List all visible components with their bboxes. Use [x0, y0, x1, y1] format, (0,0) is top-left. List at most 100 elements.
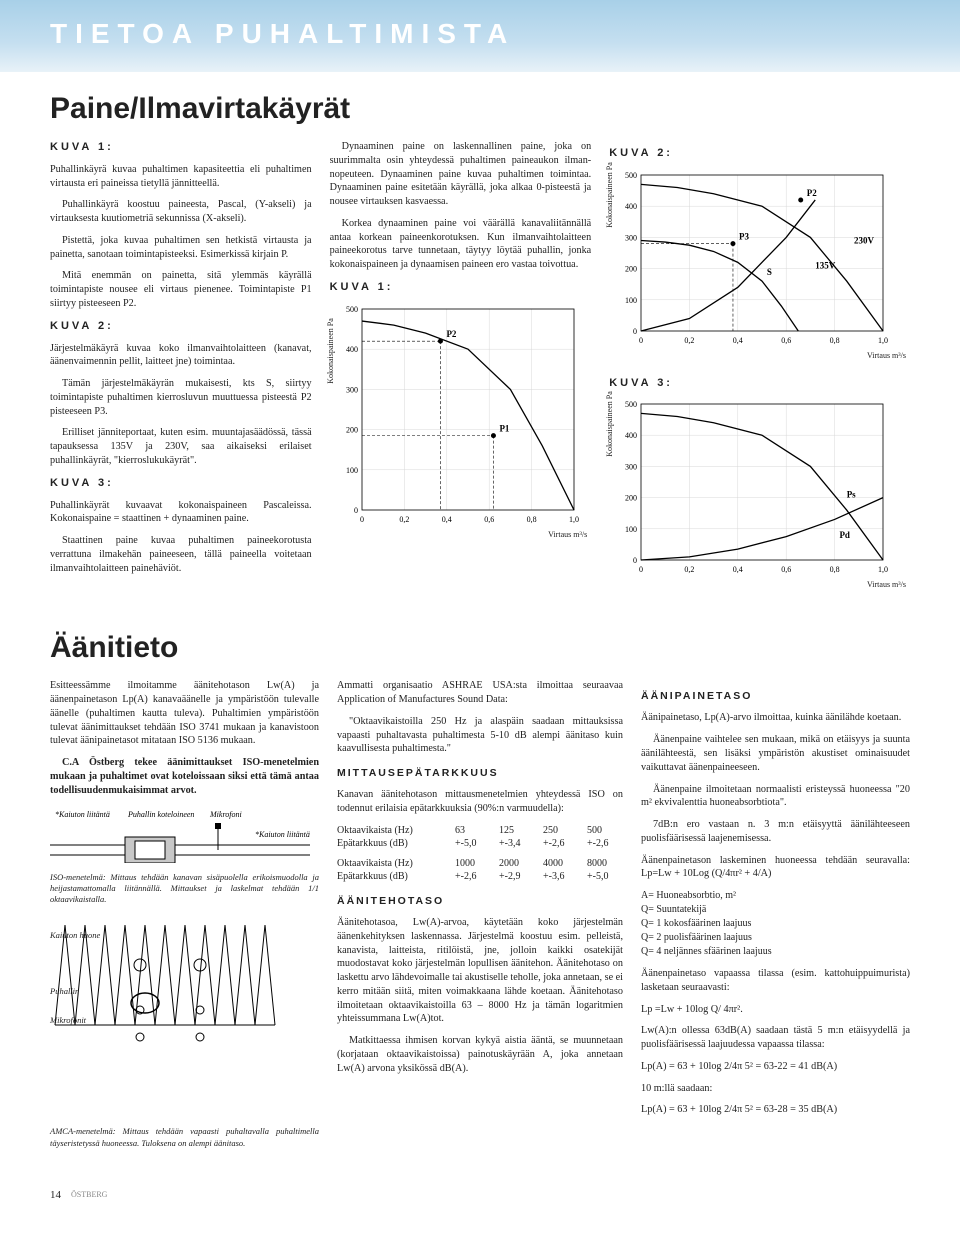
svg-text:0,2: 0,2	[685, 565, 695, 574]
svg-text:500: 500	[625, 171, 637, 180]
svg-text:135V: 135V	[815, 260, 836, 270]
svg-text:400: 400	[625, 202, 637, 211]
amca-caption: AMCA-menetelmä: Mittaus tehdään vapaasti…	[50, 1126, 319, 1148]
chart1-title: KUVA 1:	[330, 280, 592, 295]
s3-p3: Äänenpaine ilmoitetaan normaalisti erist…	[641, 783, 910, 811]
svg-text:300: 300	[346, 385, 358, 394]
page-footer: 14 ÖSTBERG	[50, 1189, 910, 1201]
col-1: KUVA 1: Puhallinkäyrä kuvaa puhaltimen k…	[50, 140, 312, 605]
accuracy-table-1: Oktaavikaista (Hz)63125250500 Epätarkkuu…	[337, 824, 623, 851]
k2-p3: Erilliset jänniteportaat, kuten esim. mu…	[50, 426, 312, 467]
svg-text:400: 400	[625, 432, 637, 441]
s3-p4: 7dB:n ero vastaan n. 3 m:n etäisyyttä ää…	[641, 818, 910, 846]
eq-list: A= Huoneabsorbtio, m² Q= Suuntatekijä Q=…	[641, 889, 910, 959]
svg-text:500: 500	[625, 400, 637, 409]
chart2-ylabel: Kokonaispaineen Pa	[605, 162, 616, 228]
page-number: 14	[50, 1189, 61, 1201]
s3-eq4: Lp(A) = 63 + 10log 2/4π 5² = 63-28 = 35 …	[641, 1103, 910, 1117]
svg-text:1,0: 1,0	[569, 515, 579, 524]
main-title: Paine/Ilmavirtakäyrät	[50, 92, 910, 126]
svg-text:1,0: 1,0	[878, 565, 888, 574]
svg-text:0: 0	[633, 327, 637, 336]
s2-p3: Kanavan äänitehotason mittausmenetelmien…	[337, 788, 623, 816]
svg-text:0,8: 0,8	[526, 515, 536, 524]
col-2: Dynaaminen paine on laskennallinen paine…	[330, 140, 592, 605]
svg-text:500: 500	[346, 305, 358, 314]
iso-caption: ISO-menetelmä: Mittaus tehdään kanavan s…	[50, 872, 319, 905]
svg-text:100: 100	[625, 525, 637, 534]
chart-kuva1: KUVA 1: Kokonaispaineen Pa 0100200300400…	[330, 280, 592, 541]
svg-text:1,0: 1,0	[878, 336, 888, 345]
s2-p1: Ammatti organisaatio ASHRAE USA:sta ilmo…	[337, 679, 623, 707]
svg-text:S: S	[767, 267, 772, 277]
svg-text:0,8: 0,8	[830, 565, 840, 574]
s3-p6: Äänenpainetaso vapaassa tilassa (esim. k…	[641, 967, 910, 995]
k2-p2: Tämän järjestelmäkäyrän mukaisesti, kts …	[50, 377, 312, 418]
svg-text:Puhallin koteloineen: Puhallin koteloineen	[127, 810, 194, 819]
svg-text:0: 0	[360, 515, 364, 524]
s2-p2: "Oktaavikaistoilla 250 Hz ja alaspäin sa…	[337, 715, 623, 756]
s1-p1: Esitteessämme ilmoitamme äänitehotason L…	[50, 679, 319, 748]
svg-text:0,6: 0,6	[484, 515, 494, 524]
k2-p1: Järjestelmäkäyrä kuvaa koko ilmanvaihtol…	[50, 342, 312, 370]
svg-text:*Kaiuton liitäntä: *Kaiuton liitäntä	[55, 810, 110, 819]
page-banner: TIETOA PUHALTIMISTA	[0, 0, 960, 72]
svg-text:Ps: Ps	[847, 490, 856, 500]
k1-p3: Pistettä, joka kuvaa puhaltimen sen hetk…	[50, 234, 312, 262]
iso-diagram: *Kaiuton liitäntä Puhallin koteloineen M…	[50, 807, 319, 905]
s3-p5: Äänenpainetason laskeminen huoneessa teh…	[641, 854, 910, 882]
chart2-xlabel: Virtaus m³/s	[609, 351, 910, 362]
banner-title: TIETOA PUHALTIMISTA	[0, 18, 960, 50]
chart3-svg: 010020030040050000,20,40,60,81,0PsPd	[609, 398, 889, 578]
chart2-title: KUVA 2:	[609, 146, 910, 161]
c2-p2: Korkea dynaaminen paine voi väärällä kan…	[330, 217, 592, 272]
svg-text:200: 200	[625, 494, 637, 503]
svg-text:P2: P2	[807, 188, 817, 198]
kuva1-label: KUVA 1:	[50, 140, 312, 155]
svg-text:P1: P1	[499, 423, 509, 433]
chart1-xlabel: Virtaus m³/s	[330, 530, 592, 541]
svg-text:200: 200	[625, 264, 637, 273]
s3-eq3: Lp(A) = 63 + 10log 2/4π 5² = 63-22 = 41 …	[641, 1060, 910, 1074]
section2-title: Äänitieto	[50, 631, 910, 665]
chart3-title: KUVA 3:	[609, 376, 910, 391]
col-3: KUVA 2: Kokonaispaineen Pa 0100200300400…	[609, 140, 910, 605]
chart1-svg: 010020030040050000,20,40,60,81,0P1P2	[330, 303, 580, 528]
k1-p4: Mitä enemmän on painetta, sitä ylemmäs k…	[50, 269, 312, 310]
s1-p2: C.A Östberg tekee äänimittaukset ISO-men…	[50, 756, 319, 797]
svg-text:0: 0	[633, 556, 637, 565]
svg-text:0,6: 0,6	[781, 565, 791, 574]
svg-text:*Kaiuton liitäntä: *Kaiuton liitäntä	[255, 830, 310, 839]
s3-h1: ÄÄNIPAINETASO	[641, 689, 910, 703]
iso-diagram-svg: *Kaiuton liitäntä Puhallin koteloineen M…	[50, 807, 310, 863]
chart1-ylabel: Kokonaispaineen Pa	[326, 318, 337, 384]
s3-eq2: Lp =Lw + 10log Q/ 4πr².	[641, 1003, 910, 1017]
s2-h2: ÄÄNITEHOTASO	[337, 894, 623, 908]
svg-text:300: 300	[625, 463, 637, 472]
sound-col-2: Ammatti organisaatio ASHRAE USA:sta ilmo…	[337, 679, 623, 1158]
svg-text:230V: 230V	[854, 235, 875, 245]
chart2-svg: 010020030040050000,20,40,60,81,0P2P3230V…	[609, 169, 889, 349]
s3-p2: Äänenpaine vaihtelee sen mukaan, mikä on…	[641, 733, 910, 774]
svg-text:0,6: 0,6	[781, 336, 791, 345]
sound-col-3: ÄÄNIPAINETASO Äänipainetaso, Lp(A)-arvo …	[641, 679, 910, 1158]
svg-text:0,4: 0,4	[441, 515, 451, 524]
svg-text:200: 200	[346, 425, 358, 434]
svg-text:0,8: 0,8	[830, 336, 840, 345]
k1-p2: Puhallinkäyrä koostuu paineesta, Pascal,…	[50, 198, 312, 226]
s2-p4: Äänitehotasoa, Lw(A)-arvoa, käytetään ko…	[337, 916, 623, 1026]
sound-content: Esitteessämme ilmoitamme äänitehotason L…	[50, 679, 910, 1158]
logo: ÖSTBERG	[71, 1190, 107, 1199]
s3-p8: 10 m:llä saadaan:	[641, 1082, 910, 1096]
chart3-ylabel: Kokonaispaineen Pa	[605, 392, 616, 458]
amca-diagram: Kaiuton huone Puhallin Mikrofonit AMCA-m…	[50, 915, 319, 1148]
k3-p1: Puhallinkäyrät kuvaavat kokonaispaineen …	[50, 499, 312, 527]
svg-text:P2: P2	[446, 329, 456, 339]
svg-text:0: 0	[354, 506, 358, 515]
c2-p1: Dynaaminen paine on laskennallinen paine…	[330, 140, 592, 209]
svg-text:Mikrofoni: Mikrofoni	[209, 810, 242, 819]
svg-text:300: 300	[625, 233, 637, 242]
svg-text:0: 0	[639, 565, 643, 574]
svg-text:400: 400	[346, 345, 358, 354]
kuva3-label: KUVA 3:	[50, 476, 312, 491]
